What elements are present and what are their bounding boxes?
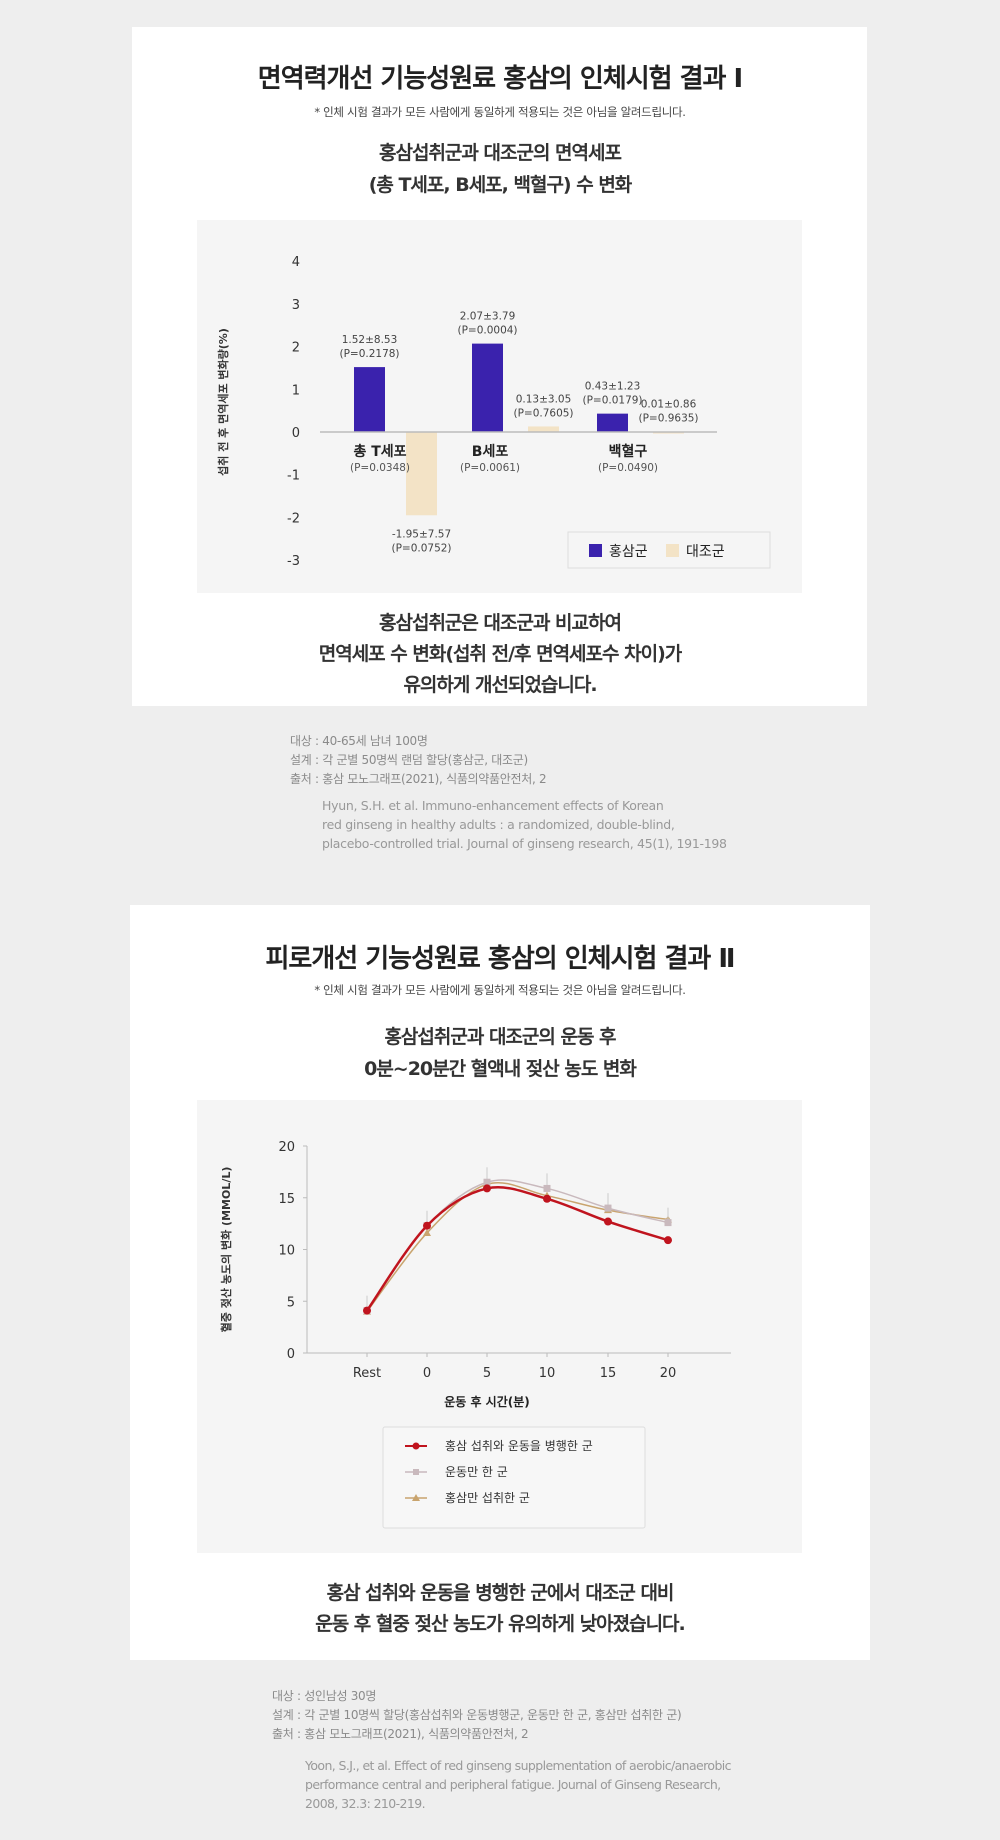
legend-box (382, 1426, 646, 1529)
section2-title: 피로개선 기능성원료 홍삼의 인체시험 결과 Ⅱ (265, 944, 736, 974)
y-axis-label: 섭취 전 후 면역세포 변화량(%) (216, 328, 230, 476)
bar-ginseng (354, 367, 385, 432)
bar-ginseng (472, 343, 503, 432)
data-point (664, 1236, 672, 1245)
legend-marker (412, 1494, 420, 1501)
legend-label: 홍삼 섭취와 운동을 병행한 군 (445, 1438, 593, 1453)
line-chart: 0 5 10 15 20 Rest 0 5 10 15 20 운동 후 시간(분) 혈중 젖산 농도의 … (219, 1140, 731, 1529)
data-label-p: (P=0.0179) (582, 395, 642, 407)
bar-control (528, 426, 559, 432)
data-label-p: (P=0.7605) (513, 407, 573, 419)
section2-subtitle: 홍삼섭취군과 대조군의 운동 후 0분~20분간 혈액내 젖산 농도 변화 (364, 1026, 637, 1080)
data-point (604, 1217, 612, 1226)
category-p: (P=0.0348) (350, 462, 410, 474)
section1-summary: 홍삼섭취군은 대조군과 비교하여 면역세포 수 변화(섭취 전/후 면역세포수 … (318, 612, 683, 696)
data-point (363, 1306, 371, 1315)
x-axis-label: 운동 후 시간(분) (444, 1394, 530, 1409)
legend-marker (413, 1469, 419, 1475)
data-point (543, 1184, 551, 1192)
data-point (604, 1204, 612, 1212)
x-tick-label: 0 (423, 1366, 431, 1381)
data-label: 2.07±3.79 (460, 311, 516, 323)
section2-refs: 대상 : 성인남성 30명 설계 : 각 군별 10명씩 할당(홍삼섭취와 운동… (272, 1689, 682, 1741)
category-label: 백혈구 (609, 443, 648, 460)
data-label-p: (P=0.9635) (638, 413, 698, 425)
category-label: 총 T세포 (353, 444, 406, 460)
category-p: (P=0.0061) (460, 462, 520, 474)
legend-label: 대조군 (686, 544, 725, 560)
legend-swatch (666, 544, 679, 557)
data-label: 0.43±1.23 (585, 381, 641, 393)
bar-chart: 4 3 2 1 0 -1 -2 -3 섭취 전 후 면역세포 변화량(%) 1.52±8.53 (P… (216, 255, 771, 569)
bar-ginseng (597, 413, 628, 432)
data-label: 0.13±3.05 (516, 393, 572, 405)
x-tick-label: 5 (483, 1366, 491, 1381)
data-point (423, 1221, 431, 1230)
legend-label: 운동만 한 군 (445, 1465, 508, 1479)
section1-refs: 대상 : 40-65세 남녀 100명 설계 : 각 군별 50명씩 랜덤 할당… (290, 734, 547, 786)
data-point (483, 1178, 491, 1186)
x-tick-label: 15 (600, 1366, 617, 1381)
section1-subtitle: 홍삼섭취군과 대조군의 면역세포 (총 T세포, B세포, 백혈구) 수 변화 (368, 142, 633, 196)
bar-control (406, 432, 437, 516)
series-line (365, 1186, 669, 1312)
y-tick-label: 1 (292, 383, 300, 398)
data-label: 0.01±0.86 (641, 399, 697, 411)
y-axis-label: 혈중 젖산 농도의 변화 (MMOL/L) (219, 1167, 233, 1333)
y-tick-label: 4 (292, 255, 300, 270)
data-point (483, 1184, 491, 1193)
y-tick-label: 2 (292, 341, 300, 356)
section1-title: 면역력개선 기능성원료 홍삼의 인체시험 결과 Ⅰ (257, 64, 743, 94)
y-tick-label: -2 (287, 511, 300, 526)
x-tick-label: 20 (660, 1366, 677, 1381)
y-tick-label: 15 (278, 1192, 295, 1207)
data-label-p: (P=0.2178) (339, 348, 399, 360)
data-label-p: (P=0.0004) (457, 325, 517, 337)
legend-marker (412, 1442, 420, 1450)
category-label: B세포 (472, 444, 509, 460)
line-chart-panel: 0 5 10 15 20 Rest 0 5 10 15 20 운동 후 시간(분) 혈중 젖산 농도의 … (197, 1100, 802, 1553)
y-tick-label: 0 (292, 426, 300, 441)
legend-swatch (589, 544, 602, 557)
y-tick-label: 10 (278, 1244, 295, 1259)
legend-label: 홍삼만 섭취한 군 (445, 1491, 530, 1505)
y-tick-label: -1 (287, 469, 300, 484)
y-tick-label: 20 (278, 1140, 295, 1155)
section2-note: * 인체 시험 결과가 모든 사람에게 동일하게 적용되는 것은 아님을 알려드… (314, 983, 686, 997)
data-label: -1.95±7.57 (392, 528, 451, 540)
section2-citation: Yoon, S.J., et al. Effect of red ginseng… (305, 1758, 732, 1811)
data-label-p: (P=0.0752) (391, 542, 451, 554)
data-point (543, 1194, 551, 1203)
series-line (366, 1181, 669, 1313)
x-tick-label: Rest (353, 1366, 381, 1381)
legend-label: 홍삼군 (609, 544, 648, 560)
y-tick-label: -3 (287, 554, 300, 569)
data-label: 1.52±8.53 (342, 334, 398, 346)
x-tick-label: 10 (539, 1366, 556, 1381)
bar-chart-panel: 4 3 2 1 0 -1 -2 -3 섭취 전 후 면역세포 변화량(%) 1.52±8.53 (P… (197, 220, 802, 593)
y-tick-label: 5 (287, 1295, 295, 1310)
section2-summary: 홍삼 섭취와 운동을 병행한 군에서 대조군 대비 운동 후 혈중 젖산 농도가… (315, 1582, 686, 1635)
category-p: (P=0.0490) (598, 462, 658, 474)
data-point (423, 1228, 431, 1236)
y-tick-label: 0 (287, 1347, 295, 1362)
y-tick-label: 3 (292, 298, 300, 313)
section1-citation: Hyun, S.H. et al. Immuno-enhancement eff… (322, 798, 727, 851)
section1-note: * 인체 시험 결과가 모든 사람에게 동일하게 적용되는 것은 아님을 알려드… (314, 105, 686, 119)
data-point (664, 1219, 672, 1227)
